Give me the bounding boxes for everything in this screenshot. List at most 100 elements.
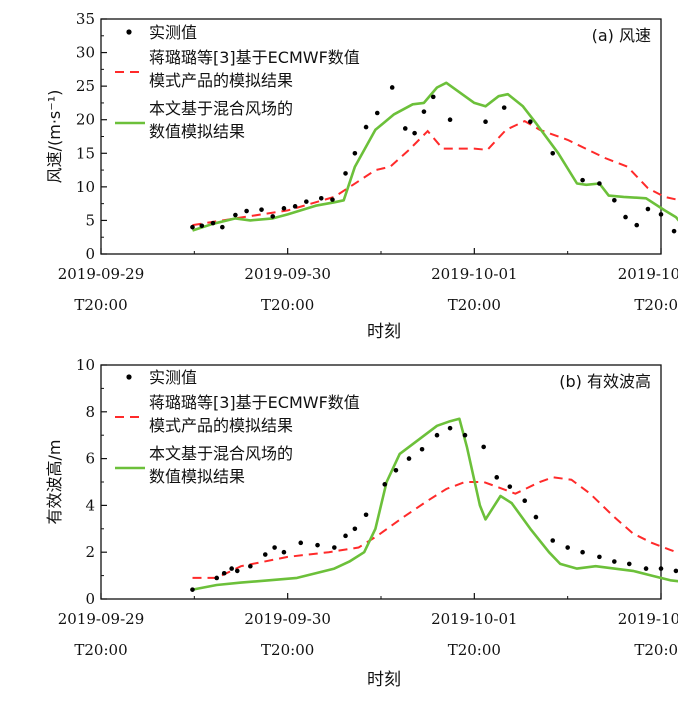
data-point-measured [270,214,276,219]
data-point-measured [623,214,628,220]
x-tick-time: T20:00 [261,296,314,314]
panel-label: (b) 有效波高 [559,372,651,391]
data-point-measured [421,109,427,114]
legend-label-hybrid-model-line2: 数值模拟结果 [149,122,245,141]
x-tick-time: T20:00 [74,641,127,659]
y-tick-label: 8 [85,403,95,421]
y-tick-label: 10 [76,178,95,196]
data-point-measured [597,554,602,560]
series-line-hybrid-model [192,81,678,232]
data-point-measured [343,171,348,176]
data-point-measured [343,533,348,539]
legend-label-measured: 实测值 [149,368,197,387]
data-point-measured [597,181,602,186]
x-tick-time: T20:00 [634,641,678,659]
data-point-measured [643,566,649,571]
data-point-measured [406,456,412,461]
data-point-measured [190,224,195,230]
data-point-measured [304,199,309,204]
data-point-measured [199,223,205,229]
panel-label: (a) 风速 [592,26,651,45]
x-tick-date: 2019-09-29 [58,265,144,283]
data-point-measured [272,545,277,550]
series-line-hybrid-model [192,417,678,591]
data-point-measured [612,197,617,203]
data-point-measured [234,568,240,574]
data-point-measured [259,207,264,212]
y-tick-label: 0 [85,590,95,608]
series-line-ecmwf [192,119,678,227]
data-point-measured [462,432,468,438]
data-point-measured [363,124,369,130]
x-axis-title: 时刻 [367,322,401,342]
chart-panel-wave-height: 0 2 4 6 8 10 2019-09-29 T20:00 2019-09-30 T20:00 2… [45,356,678,690]
y-tick-label: 35 [76,10,95,28]
x-tick-date: 2019-10-01 [431,265,517,283]
series-line-ecmwf [192,476,678,579]
y-tick-label: 6 [85,450,95,468]
x-tick-date: 2019-10-02 [618,610,678,628]
x-tick-time: T20:00 [448,296,501,314]
x-tick-time: T20:00 [261,641,314,659]
y-tick-label: 0 [85,245,95,263]
legend-label-measured: 实测值 [149,23,197,42]
x-axis-title: 时刻 [367,670,401,690]
data-point-measured [580,549,585,555]
data-point-measured [374,110,380,116]
y-tick-label: 30 [76,44,95,62]
data-point-measured [671,228,677,234]
data-point-measured [673,568,678,574]
x-tick-date: 2019-09-30 [244,610,330,628]
legend-label-ecmwf: 蒋璐璐等[3]基于ECMWF数值 [149,393,360,412]
y-axis-title: 风速/(m·s⁻¹) [45,90,64,184]
data-point-measured [483,119,488,125]
x-tick-date: 2019-09-30 [244,265,330,283]
data-point-measured [352,150,358,156]
legend: 实测值蒋璐璐等[3]基于ECMWF数值模式产品的模拟结果本文基于混合风场的数值模… [115,23,360,141]
legend-marker-measured [126,29,132,35]
data-point-measured [522,498,528,504]
legend: 实测值蒋璐璐等[3]基于ECMWF数值模式产品的模拟结果本文基于混合风场的数值模… [115,368,360,486]
data-point-measured [244,208,249,214]
data-point-measured [389,85,395,90]
legend-label-ecmwf-line2: 模式产品的模拟结果 [149,416,293,435]
data-point-measured [363,512,369,518]
data-point-measured [580,177,585,183]
data-point-measured [507,484,513,489]
data-point-measured [658,212,664,217]
data-point-measured [262,552,268,557]
data-point-measured [233,212,238,218]
data-point-measured [550,538,556,543]
data-point-measured [501,105,507,110]
data-point-measured [533,514,539,520]
data-point-measured [281,206,287,211]
data-point-measured [220,224,225,230]
data-point-measured [419,446,425,452]
x-tick-date: 2019-10-02 [618,265,678,283]
data-point-measured [190,587,195,592]
legend-label-ecmwf-line2: 模式产品的模拟结果 [149,71,293,90]
y-tick-label: 15 [76,144,95,162]
data-point-measured [315,542,320,548]
data-point-measured [412,130,417,136]
legend-label-hybrid-model-line2: 数值模拟结果 [149,467,245,486]
data-point-measured [332,545,337,550]
data-point-measured [612,559,617,564]
data-point-measured [330,197,335,202]
data-point-measured [430,94,436,100]
data-point-measured [248,563,253,569]
data-point-measured [494,475,500,480]
y-tick-label: 2 [85,543,95,561]
y-axis-title: 有效波高/m [45,440,64,525]
data-point-measured [481,444,486,450]
data-point-measured [528,119,533,125]
data-point-measured [221,570,227,576]
legend-label-hybrid-model: 本文基于混合风场的 [149,444,293,463]
x-tick-time: T20:00 [634,296,678,314]
y-tick-label: 25 [76,77,95,95]
chart-panel-wind-speed: 0 5 10 15 20 25 30 35 2019-09-29 T20:00 2019-09-30… [45,10,678,342]
y-tick-label: 10 [76,356,95,374]
data-point-measured [658,566,664,571]
data-point-measured [645,206,651,212]
